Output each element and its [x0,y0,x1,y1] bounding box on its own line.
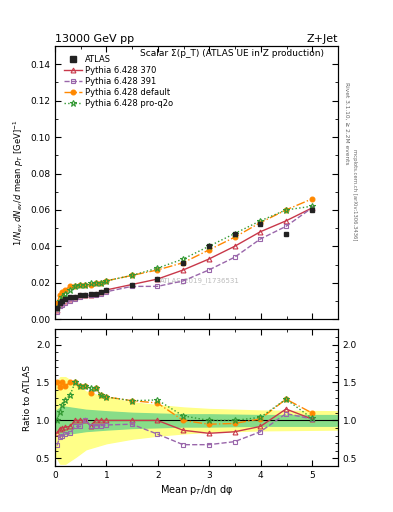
Text: 13000 GeV pp: 13000 GeV pp [55,34,134,44]
Y-axis label: Ratio to ATLAS: Ratio to ATLAS [23,365,31,431]
X-axis label: Mean p$_T$/dη dφ: Mean p$_T$/dη dφ [160,482,233,497]
Text: mcplots.cern.ch [arXiv:1306.3436]: mcplots.cern.ch [arXiv:1306.3436] [352,149,357,240]
Text: Rivet 3.1.10, ≥ 2.2M events: Rivet 3.1.10, ≥ 2.2M events [344,81,349,164]
Legend: ATLAS, Pythia 6.428 370, Pythia 6.428 391, Pythia 6.428 default, Pythia 6.428 pr: ATLAS, Pythia 6.428 370, Pythia 6.428 39… [62,53,175,110]
Text: ATLAS_2019_I1736531: ATLAS_2019_I1736531 [160,277,240,284]
Text: Scalar Σ(p_T) (ATLAS UE in Z production): Scalar Σ(p_T) (ATLAS UE in Z production) [140,49,324,58]
Y-axis label: $1/N_{ev}\ dN_{ev}/d\ $mean $p_T\ [\mathrm{GeV}]^{-1}$: $1/N_{ev}\ dN_{ev}/d\ $mean $p_T\ [\math… [11,119,26,246]
Text: Z+Jet: Z+Jet [307,34,338,44]
